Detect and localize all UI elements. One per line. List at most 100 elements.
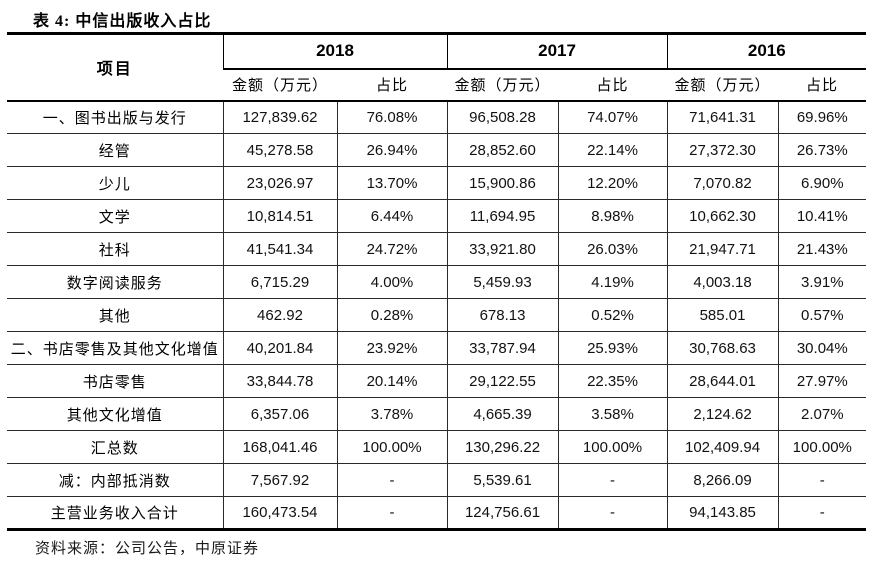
row-item-label: 汇总数 — [7, 430, 223, 464]
share-value: 74.07% — [557, 100, 668, 134]
amount-value: 5,539.61 — [446, 463, 559, 497]
amount-value: 23,026.97 — [222, 166, 337, 200]
amount-value: 6,357.06 — [222, 397, 337, 431]
row-item-label: 其他 — [7, 298, 223, 332]
table-row: 数字阅读服务 6,715.29 4.00% 5,459.93 4.19% 4,003.18… — [7, 265, 867, 299]
amount-value: 28,644.01 — [666, 364, 779, 398]
amount-value: 40,201.84 — [222, 331, 337, 365]
share-value: 13.70% — [336, 166, 448, 200]
column-header-year-2018: 2018 — [222, 33, 448, 70]
amount-value: 41,541.34 — [222, 232, 337, 266]
year-header-row: 项目 2018 2017 2016 — [7, 33, 867, 102]
row-item-label: 主营业务收入合计 — [7, 496, 223, 530]
column-header-share-2018: 占比 — [337, 68, 448, 102]
amount-value: 11,694.95 — [446, 199, 559, 233]
table-body: 一、图书出版与发行 127,839.62 76.08% 96,508.28 74.07%… — [7, 100, 867, 530]
amount-value: 585.01 — [666, 298, 779, 332]
amount-value: 462.92 — [222, 298, 337, 332]
amount-value: 2,124.62 — [666, 397, 779, 431]
source-note: 资料来源：公司公告，中原证券 — [35, 541, 260, 557]
amount-value: 4,665.39 — [446, 397, 559, 431]
column-header-share-2016: 占比 — [778, 68, 867, 102]
share-value: 22.35% — [557, 364, 668, 398]
amount-value: 28,852.60 — [446, 133, 559, 167]
column-header-year-2017: 2017 — [446, 33, 668, 70]
amount-value: 30,768.63 — [666, 331, 779, 365]
table-header: 项目 2018 2017 2016 金额（万元） 占比 金额（万元） 占比 金额… — [7, 33, 867, 102]
column-header-item: 项目 — [7, 33, 223, 102]
table-row: 减：内部抵消数 7,567.92-5,539.61-8,266.09- — [7, 463, 867, 497]
table-row: 其他文化增值 6,357.06 3.78% 4,665.39 3.58% 2,124.62… — [7, 397, 867, 431]
share-value: 8.98% — [557, 199, 668, 233]
share-value: 27.97% — [777, 364, 867, 398]
amount-value: 45,278.58 — [222, 133, 337, 167]
row-item-label: 其他文化增值 — [7, 397, 223, 431]
amount-value: 27,372.30 — [666, 133, 779, 167]
row-item-label: 社科 — [7, 232, 223, 266]
column-header-year-2016: 2016 — [666, 33, 867, 70]
share-value: 21.43% — [777, 232, 867, 266]
share-value: 30.04% — [777, 331, 867, 365]
row-item-label: 书店零售 — [7, 364, 223, 398]
amount-value: 94,143.85 — [666, 496, 779, 530]
row-item-label: 经管 — [7, 133, 223, 167]
share-value: - — [336, 463, 448, 497]
amount-value: 130,296.22 — [446, 430, 559, 464]
share-value: 22.14% — [557, 133, 668, 167]
table-row: 其他 462.92 0.28% 678.13 0.52% 585.01 0.57% — [7, 298, 867, 332]
share-value: 100.00% — [557, 430, 668, 464]
row-item-label: 二、书店零售及其他文化增值 — [7, 331, 223, 365]
amount-value: 124,756.61 — [446, 496, 559, 530]
amount-value: 102,409.94 — [666, 430, 779, 464]
table-row: 社科 41,541.34 24.72% 33,921.80 26.03% 21,947.7… — [7, 232, 867, 266]
share-value: 4.00% — [336, 265, 448, 299]
amount-value: 33,844.78 — [222, 364, 337, 398]
share-value: 26.03% — [557, 232, 668, 266]
row-item-label: 数字阅读服务 — [7, 265, 223, 299]
amount-value: 127,839.62 — [222, 100, 337, 134]
share-value: 12.20% — [557, 166, 668, 200]
amount-value: 7,070.82 — [666, 166, 779, 200]
share-value: - — [336, 496, 448, 530]
share-value: 100.00% — [336, 430, 448, 464]
amount-value: 4,003.18 — [666, 265, 779, 299]
amount-value: 678.13 — [446, 298, 559, 332]
amount-value: 5,459.93 — [446, 265, 559, 299]
share-value: 24.72% — [336, 232, 448, 266]
column-header-share-2017: 占比 — [558, 68, 668, 102]
amount-value: 71,641.31 — [666, 100, 779, 134]
amount-value: 10,814.51 — [222, 199, 337, 233]
row-item-label: 少儿 — [7, 166, 223, 200]
share-value: 0.28% — [336, 298, 448, 332]
row-item-label: 一、图书出版与发行 — [7, 100, 223, 134]
amount-value: 15,900.86 — [446, 166, 559, 200]
share-value: 0.57% — [777, 298, 867, 332]
table-row: 少儿 23,026.97 13.70% 15,900.86 12.20% 7,070.82… — [7, 166, 867, 200]
share-value: 26.73% — [777, 133, 867, 167]
share-value: - — [777, 463, 867, 497]
share-value: 23.92% — [336, 331, 448, 365]
share-value: 2.07% — [777, 397, 867, 431]
amount-value: 7,567.92 — [222, 463, 337, 497]
amount-value: 21,947.71 — [666, 232, 779, 266]
table-title: 表 4: 中信出版收入占比 — [33, 13, 212, 30]
share-value: 3.91% — [777, 265, 867, 299]
share-value: 25.93% — [557, 331, 668, 365]
share-value: 0.52% — [557, 298, 668, 332]
amount-value: 8,266.09 — [666, 463, 779, 497]
revenue-breakdown-table: 项目 2018 2017 2016 金额（万元） 占比 金额（万元） 占比 金额… — [7, 32, 867, 531]
table-row: 一、图书出版与发行 127,839.62 76.08% 96,508.28 74.07%… — [7, 100, 867, 134]
table-row: 文学 10,814.51 6.44% 11,694.95 8.98% 10,662.30 1… — [7, 199, 867, 233]
row-item-label: 减：内部抵消数 — [7, 463, 223, 497]
share-value: 26.94% — [336, 133, 448, 167]
share-value: 3.78% — [336, 397, 448, 431]
table-row: 汇总数 168,041.46 100.00% 130,296.22 100.00% 102… — [7, 430, 867, 464]
share-value: 100.00% — [777, 430, 867, 464]
amount-value: 168,041.46 — [222, 430, 337, 464]
share-value: - — [557, 463, 668, 497]
table-row: 主营业务收入合计 160,473.54-124,756.61-94,143.85- — [7, 496, 867, 530]
table-row: 二、书店零售及其他文化增值 40,201.84 23.92% 33,787.94 25.… — [7, 331, 867, 365]
amount-value: 6,715.29 — [222, 265, 337, 299]
amount-value: 33,921.80 — [446, 232, 559, 266]
share-value: 6.90% — [777, 166, 867, 200]
